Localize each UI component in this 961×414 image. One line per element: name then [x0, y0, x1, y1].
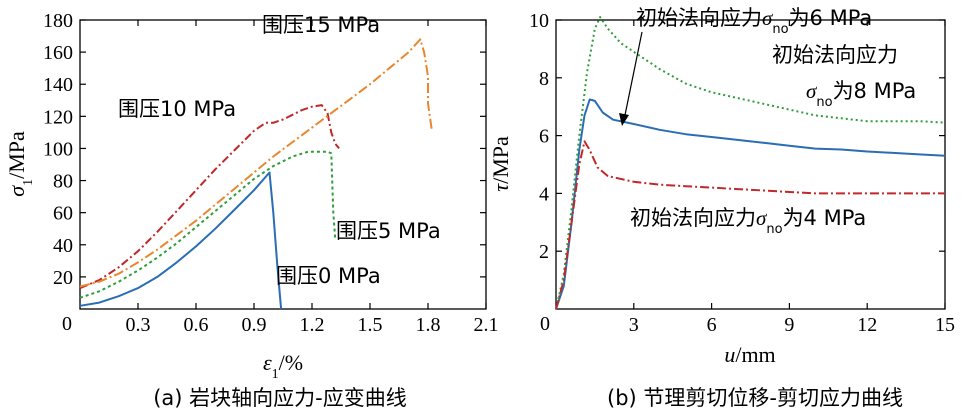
chart-b-x-unit: /mm — [735, 342, 775, 367]
chart-a-y-tick-label: 60 — [53, 203, 73, 225]
annotation-confining-0: 围压0 MPa — [276, 264, 381, 288]
chart-a-series-3-line — [79, 38, 433, 288]
chart-a-x-tick-label: 1.5 — [358, 314, 383, 336]
chart-b-x-tick-label: 3 — [629, 314, 639, 336]
chart-a-ticks: 0.3 0.6 0.9 1.2 1.5 1.8 2.1 20 40 60 80 100 120 140 16… — [43, 10, 499, 336]
chart-a: 0.3 0.6 0.9 1.2 1.5 1.8 2.1 20 40 60 80 100 120 140 16… — [4, 10, 499, 410]
chart-b-series-0-line — [555, 98, 946, 310]
chart-a-y-tick-label: 140 — [43, 74, 73, 96]
chart-a-x-axis-label: ε1/% — [263, 350, 303, 382]
chart-b-y-tick-label: 2 — [539, 241, 549, 263]
annotation-8-suffix: 为8 MPa — [833, 79, 917, 103]
chart-b-x-axis-label: u/mm — [724, 342, 775, 367]
chart-a-y-tick-label: 80 — [53, 171, 73, 193]
annotation-normal-stress-8-line1: 初始法向应力 — [772, 43, 898, 67]
chart-b-x-symbol: u — [724, 342, 735, 367]
chart-a-x-tick-label: 1.2 — [300, 314, 325, 336]
annotation-4-suffix: 为4 MPa — [783, 206, 867, 230]
chart-a-x-unit: /% — [279, 350, 303, 375]
chart-b-y-symbol: τ — [488, 183, 513, 192]
chart-a-x-tick-label: 1.8 — [416, 314, 441, 336]
chart-a-series-1-line — [79, 150, 337, 299]
chart-b-x-tick-label: 12 — [857, 314, 877, 336]
chart-b-series-1-line — [555, 16, 946, 310]
annotation-4-prefix: 初始法向应力 — [630, 206, 756, 230]
annotation-8-sub: no — [816, 95, 832, 110]
annotation-6-sub: no — [772, 22, 788, 37]
chart-b-ticks: 3 6 9 12 15 2 4 6 8 10 — [529, 10, 955, 336]
chart-b-frame — [555, 19, 946, 310]
chart-b-series — [555, 16, 946, 310]
chart-a-y-tick-label: 180 — [43, 10, 73, 32]
chart-b-x-tick-label: 9 — [784, 314, 794, 336]
annotation-6-prefix: 初始法向应力 — [636, 6, 762, 30]
annotation-confining-10: 围压10 MPa — [118, 97, 236, 121]
annotation-normal-stress-6: 初始法向应力σno为6 MPa — [636, 6, 872, 37]
chart-b-y-tick-label: 10 — [529, 10, 549, 32]
chart-a-x-tick-label: 2.1 — [474, 314, 499, 336]
chart-a-y-tick-label: 100 — [43, 138, 73, 160]
chart-b-y-tick-label: 8 — [539, 68, 549, 90]
chart-a-series-0-line — [79, 171, 283, 310]
annotation-confining-5: 围压5 MPa — [336, 219, 441, 243]
chart-a-y-symbol: σ — [4, 185, 29, 197]
chart-a-y-sub: 1 — [21, 179, 36, 186]
chart-a-y-tick-label: 120 — [43, 106, 73, 128]
chart-a-y-unit: /MPa — [4, 131, 29, 179]
chart-a-series-2-line — [79, 104, 340, 290]
annotation-normal-stress-8-line2: σno为8 MPa — [806, 79, 916, 110]
chart-b: 3 6 9 12 15 2 4 6 8 10 0 τ/MPa u/mm (b) 节理剪切位移-剪切… — [488, 6, 955, 410]
chart-a-x-tick-label: 0.9 — [242, 314, 267, 336]
annotation-6-symbol: σ — [762, 6, 774, 30]
annotation-normal-stress-4: 初始法向应力σno为4 MPa — [630, 206, 866, 237]
annotation-8-symbol: σ — [806, 79, 818, 103]
annotation-6-suffix: 为6 MPa — [789, 6, 873, 30]
annotation-4-sub: no — [766, 222, 782, 237]
chart-b-y-axis-label: τ/MPa — [488, 136, 513, 192]
chart-b-x-tick-label: 15 — [935, 314, 955, 336]
chart-b-y-tick-label: 4 — [539, 183, 549, 205]
annotation-4-symbol: σ — [756, 206, 768, 230]
chart-b-origin-label: 0 — [540, 313, 550, 335]
chart-a-y-tick-label: 20 — [53, 267, 73, 289]
chart-b-y-tick-label: 6 — [539, 126, 549, 148]
chart-b-caption: (b) 节理剪切位移-剪切应力曲线 — [607, 386, 903, 410]
chart-a-caption: (a) 岩块轴向应力-应变曲线 — [153, 386, 407, 410]
chart-a-series — [79, 38, 433, 310]
chart-a-y-tick-label: 160 — [43, 42, 73, 64]
annotation-6-arrow-line — [623, 31, 643, 121]
chart-a-frame — [79, 19, 487, 310]
chart-a-x-sub: 1 — [272, 367, 279, 382]
chart-b-y-unit: /MPa — [488, 136, 513, 184]
chart-a-x-tick-label: 0.3 — [126, 314, 151, 336]
chart-a-x-symbol: ε — [263, 350, 272, 375]
chart-a-y-tick-label: 40 — [53, 235, 73, 257]
chart-b-series-2-line — [555, 140, 945, 310]
chart-a-y-axis-label: σ1/MPa — [4, 131, 36, 197]
chart-a-origin-label: 0 — [62, 313, 72, 335]
annotation-confining-15: 围压15 MPa — [262, 13, 380, 37]
chart-b-x-tick-label: 6 — [707, 314, 717, 336]
chart-a-x-tick-label: 0.6 — [184, 314, 209, 336]
annotation-6-arrow-head — [619, 113, 629, 126]
